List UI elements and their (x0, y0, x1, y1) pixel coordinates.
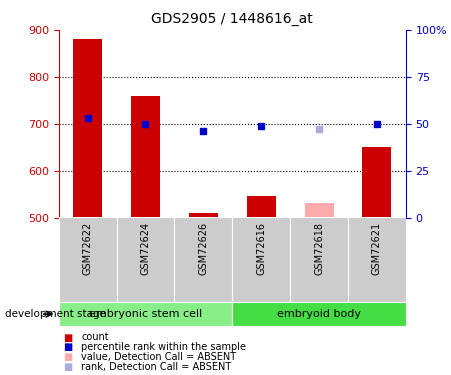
Text: GSM72626: GSM72626 (198, 222, 208, 275)
Text: rank, Detection Call = ABSENT: rank, Detection Call = ABSENT (81, 362, 231, 372)
Bar (73, 39, 102, 218)
Bar (232, 217, 290, 302)
Bar (290, 217, 348, 302)
Text: ■: ■ (63, 333, 73, 342)
Bar (175, 217, 232, 302)
Text: embryoid body: embryoid body (277, 309, 361, 319)
Text: GSM72621: GSM72621 (372, 222, 382, 275)
Bar (348, 217, 406, 302)
Bar (189, 213, 218, 217)
Bar (131, 96, 160, 218)
Bar (59, 217, 116, 302)
Text: count: count (81, 333, 109, 342)
Text: ■: ■ (63, 342, 73, 352)
Text: value, Detection Call = ABSENT: value, Detection Call = ABSENT (81, 352, 236, 362)
Text: GSM72622: GSM72622 (83, 222, 92, 275)
Bar (59, 302, 232, 326)
Text: development stage: development stage (5, 309, 106, 319)
Text: GSM72616: GSM72616 (256, 222, 266, 275)
Title: GDS2905 / 1448616_at: GDS2905 / 1448616_at (152, 12, 313, 26)
Bar (247, 196, 276, 217)
Text: ■: ■ (63, 352, 73, 362)
Bar (363, 147, 391, 218)
Bar (116, 217, 175, 302)
Bar (304, 203, 334, 217)
Text: percentile rank within the sample: percentile rank within the sample (81, 342, 246, 352)
Text: GSM72618: GSM72618 (314, 222, 324, 275)
Text: embryonic stem cell: embryonic stem cell (89, 309, 202, 319)
Text: GSM72624: GSM72624 (140, 222, 151, 275)
Text: ■: ■ (63, 362, 73, 372)
Bar (232, 302, 406, 326)
